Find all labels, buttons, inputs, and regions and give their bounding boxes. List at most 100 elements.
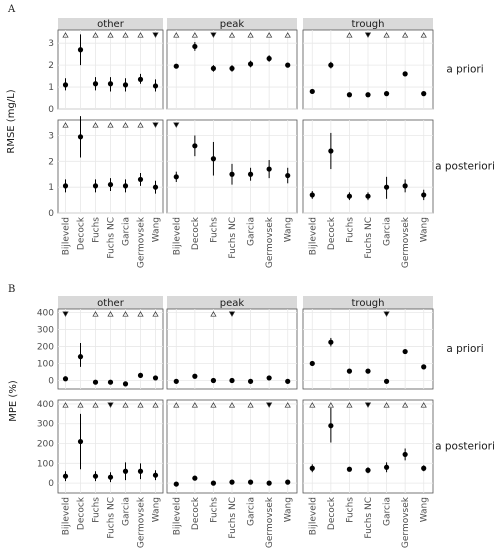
facet-strip-other <box>58 18 163 30</box>
open-triangle-marker <box>62 402 69 408</box>
figure-letter: A <box>7 4 16 15</box>
filled-triangle-marker <box>228 311 236 317</box>
data-point <box>421 364 427 370</box>
data-point <box>107 379 114 385</box>
open-triangle-marker <box>327 402 334 408</box>
filled-triangle-marker <box>210 32 217 38</box>
open-triangle-marker <box>420 402 427 408</box>
x-tick-label: Wang <box>420 497 430 522</box>
x-tick-label: Garcia <box>122 217 132 246</box>
open-triangle-marker <box>173 32 180 38</box>
x-tick-label: Fuchs NC <box>107 497 117 539</box>
x-tick-label: Germovsek <box>401 216 411 268</box>
data-point <box>92 379 99 385</box>
x-tick-label: Decock <box>77 216 87 250</box>
x-tick-label: Fuchs <box>345 497 355 523</box>
x-tick-label: Decock <box>327 216 337 250</box>
data-point <box>152 83 159 89</box>
data-point <box>402 183 408 189</box>
data-point <box>192 373 198 379</box>
x-tick-label: Germovsek <box>265 496 275 548</box>
data-point <box>346 466 353 472</box>
y-tick-label: 100 <box>37 359 54 369</box>
row-label: a priori <box>446 343 483 355</box>
data-point <box>346 92 353 98</box>
open-triangle-marker <box>137 311 144 317</box>
data-point <box>266 375 272 381</box>
data-point <box>107 81 114 87</box>
data-point <box>309 465 315 471</box>
y-tick-label: 100 <box>37 459 54 469</box>
facet-strip-label: trough <box>352 19 385 30</box>
filled-triangle-marker <box>266 402 273 408</box>
open-triangle-marker <box>284 402 291 408</box>
x-tick-label: Garcia <box>383 497 393 526</box>
open-triangle-marker <box>152 311 159 317</box>
x-tick-label: Wang <box>284 217 294 242</box>
y-tick-label: 200 <box>37 342 54 352</box>
data-point <box>421 192 427 198</box>
facet-strip-label: peak <box>220 19 245 30</box>
data-point <box>365 467 371 473</box>
facet-strip-peak <box>167 18 297 30</box>
open-triangle-marker <box>383 402 390 408</box>
facet-strip-other <box>58 296 163 309</box>
data-point <box>173 174 179 180</box>
x-tick-label: Fuchs NC <box>364 497 374 539</box>
y-axis-label: MPE (%) <box>8 380 19 422</box>
x-tick-label: Germovsek <box>401 496 411 548</box>
data-point <box>328 62 334 68</box>
open-triangle-marker <box>137 122 144 128</box>
data-point <box>62 82 69 88</box>
data-point <box>107 181 114 188</box>
data-point <box>122 82 129 88</box>
data-point <box>266 166 272 172</box>
data-point <box>285 62 291 68</box>
facet-panel-peak-a-priori <box>166 308 298 390</box>
data-point <box>309 88 315 95</box>
data-point <box>92 473 99 479</box>
filled-triangle-marker <box>152 122 159 128</box>
facet-strip-label: other <box>97 298 125 309</box>
open-triangle-marker <box>284 32 291 38</box>
open-triangle-marker <box>122 402 129 408</box>
open-triangle-marker <box>107 122 114 128</box>
facet-panel-peak-a-posteriori <box>166 399 298 494</box>
open-triangle-marker <box>210 311 217 317</box>
data-point <box>192 143 198 149</box>
data-point <box>402 451 408 458</box>
facet-strip-peak <box>167 296 297 309</box>
x-tick-label: Decock <box>191 216 201 250</box>
data-point <box>152 472 159 478</box>
y-tick-label: 2 <box>48 157 54 167</box>
data-point <box>152 184 159 190</box>
data-point <box>77 47 84 53</box>
x-tick-label: Fuchs NC <box>228 217 238 259</box>
facet-panel-peak-a-posteriori <box>166 119 298 214</box>
x-tick-label: Wang <box>152 497 162 522</box>
open-triangle-marker <box>228 32 236 38</box>
x-tick-label: Germovsek <box>137 496 147 548</box>
data-point <box>247 479 254 485</box>
open-triangle-marker <box>92 311 99 317</box>
x-tick-label: Wang <box>420 217 430 242</box>
data-point <box>192 475 198 481</box>
open-triangle-marker <box>137 32 144 38</box>
facet-strip-label: peak <box>220 298 245 309</box>
open-triangle-marker <box>228 402 236 408</box>
filled-triangle-marker <box>173 122 180 128</box>
data-point <box>266 55 272 62</box>
data-point <box>77 134 84 140</box>
facet-panel-trough-a-priori <box>302 29 434 110</box>
data-point <box>328 148 334 154</box>
x-tick-label: Germovsek <box>137 216 147 268</box>
y-tick-label: 1 <box>48 183 54 193</box>
x-tick-label: Fuchs NC <box>107 217 117 259</box>
data-point <box>210 480 217 486</box>
data-point <box>229 479 235 485</box>
filled-triangle-marker <box>364 32 372 38</box>
data-point <box>383 91 390 97</box>
data-point <box>285 378 291 384</box>
filled-triangle-marker <box>107 402 114 408</box>
y-tick-label: 0 <box>48 479 54 489</box>
